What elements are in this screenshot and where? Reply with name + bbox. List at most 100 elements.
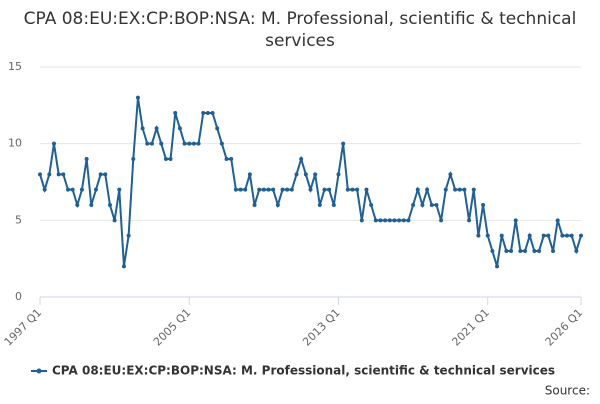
legend-marker — [36, 368, 42, 374]
data-point — [336, 172, 341, 177]
data-point — [98, 172, 103, 177]
data-point — [518, 249, 523, 253]
data-point — [177, 126, 182, 131]
data-point — [565, 233, 570, 238]
data-point — [485, 233, 490, 238]
data-point — [257, 187, 262, 192]
data-point — [401, 218, 406, 223]
data-point — [229, 157, 234, 161]
data-point — [327, 187, 332, 192]
data-point — [481, 203, 486, 207]
data-point — [266, 187, 271, 192]
data-point — [271, 187, 276, 192]
data-point — [341, 141, 346, 146]
data-point — [509, 249, 514, 253]
data-point — [345, 187, 350, 192]
data-point — [294, 172, 299, 177]
data-point — [70, 187, 75, 192]
y-tick-label: 10 — [8, 137, 22, 150]
data-point — [51, 141, 56, 146]
data-point — [289, 187, 294, 192]
data-point — [453, 187, 458, 192]
data-point — [457, 187, 462, 192]
data-point — [579, 233, 583, 238]
data-point — [420, 203, 425, 207]
data-point — [117, 187, 122, 192]
data-point — [275, 203, 280, 207]
data-point — [313, 172, 318, 177]
data-point — [285, 187, 290, 192]
y-tick-label: 0 — [15, 290, 22, 303]
data-point — [187, 141, 192, 146]
x-tick-label: 2026 Q1 — [543, 306, 586, 349]
data-point — [280, 187, 285, 192]
data-point — [383, 218, 388, 223]
data-point — [93, 187, 98, 192]
data-point — [126, 233, 131, 238]
data-point — [38, 172, 42, 177]
data-point — [65, 187, 70, 192]
data-point — [504, 249, 509, 253]
data-point — [546, 233, 551, 238]
data-point — [551, 249, 556, 253]
data-point — [112, 218, 117, 223]
data-point — [378, 218, 383, 223]
data-point — [89, 203, 94, 207]
data-point — [523, 249, 528, 253]
data-point — [79, 187, 84, 192]
data-point — [154, 126, 159, 131]
data-point — [261, 187, 266, 192]
data-point — [555, 218, 560, 223]
data-point — [159, 141, 164, 146]
data-point — [476, 233, 481, 238]
data-point — [252, 203, 257, 207]
data-point — [462, 187, 467, 192]
data-point — [415, 187, 420, 192]
data-point — [499, 233, 504, 238]
data-point — [219, 141, 224, 146]
data-point — [47, 172, 52, 177]
data-point — [392, 218, 397, 223]
data-point — [331, 203, 336, 207]
data-point — [439, 218, 444, 223]
data-point — [173, 111, 178, 115]
source: Source: — [545, 384, 590, 398]
x-tick-label: 1997 Q1 — [2, 306, 45, 349]
data-point — [61, 172, 66, 177]
x-tick-label: 2005 Q1 — [151, 306, 194, 349]
data-point — [168, 157, 173, 161]
data-point — [355, 187, 360, 192]
x-tick-label: 2021 Q1 — [449, 306, 492, 349]
data-point — [429, 203, 434, 207]
data-point — [308, 187, 313, 192]
data-point — [303, 172, 308, 177]
data-point — [210, 111, 215, 115]
data-point — [369, 203, 374, 207]
data-point — [135, 95, 140, 100]
data-point — [359, 218, 364, 223]
data-point — [387, 218, 392, 223]
data-point — [243, 187, 248, 192]
data-point — [56, 172, 61, 177]
data-point — [443, 187, 448, 192]
data-point — [471, 187, 476, 192]
data-point — [527, 233, 532, 238]
data-point — [131, 157, 136, 161]
data-point — [406, 218, 411, 223]
data-point — [103, 172, 108, 177]
legend-label: CPA 08:EU:EX:CP:BOP:NSA: M. Professional… — [52, 364, 555, 378]
data-point — [145, 141, 150, 146]
data-point — [233, 187, 238, 192]
data-point — [541, 233, 546, 238]
y-tick-label: 5 — [15, 213, 22, 226]
data-point — [196, 141, 201, 146]
data-point — [569, 233, 574, 238]
data-point — [425, 187, 430, 192]
data-point — [121, 264, 126, 269]
data-point — [373, 218, 378, 223]
data-point — [490, 249, 495, 253]
data-point — [513, 218, 518, 223]
data-point — [364, 187, 369, 192]
